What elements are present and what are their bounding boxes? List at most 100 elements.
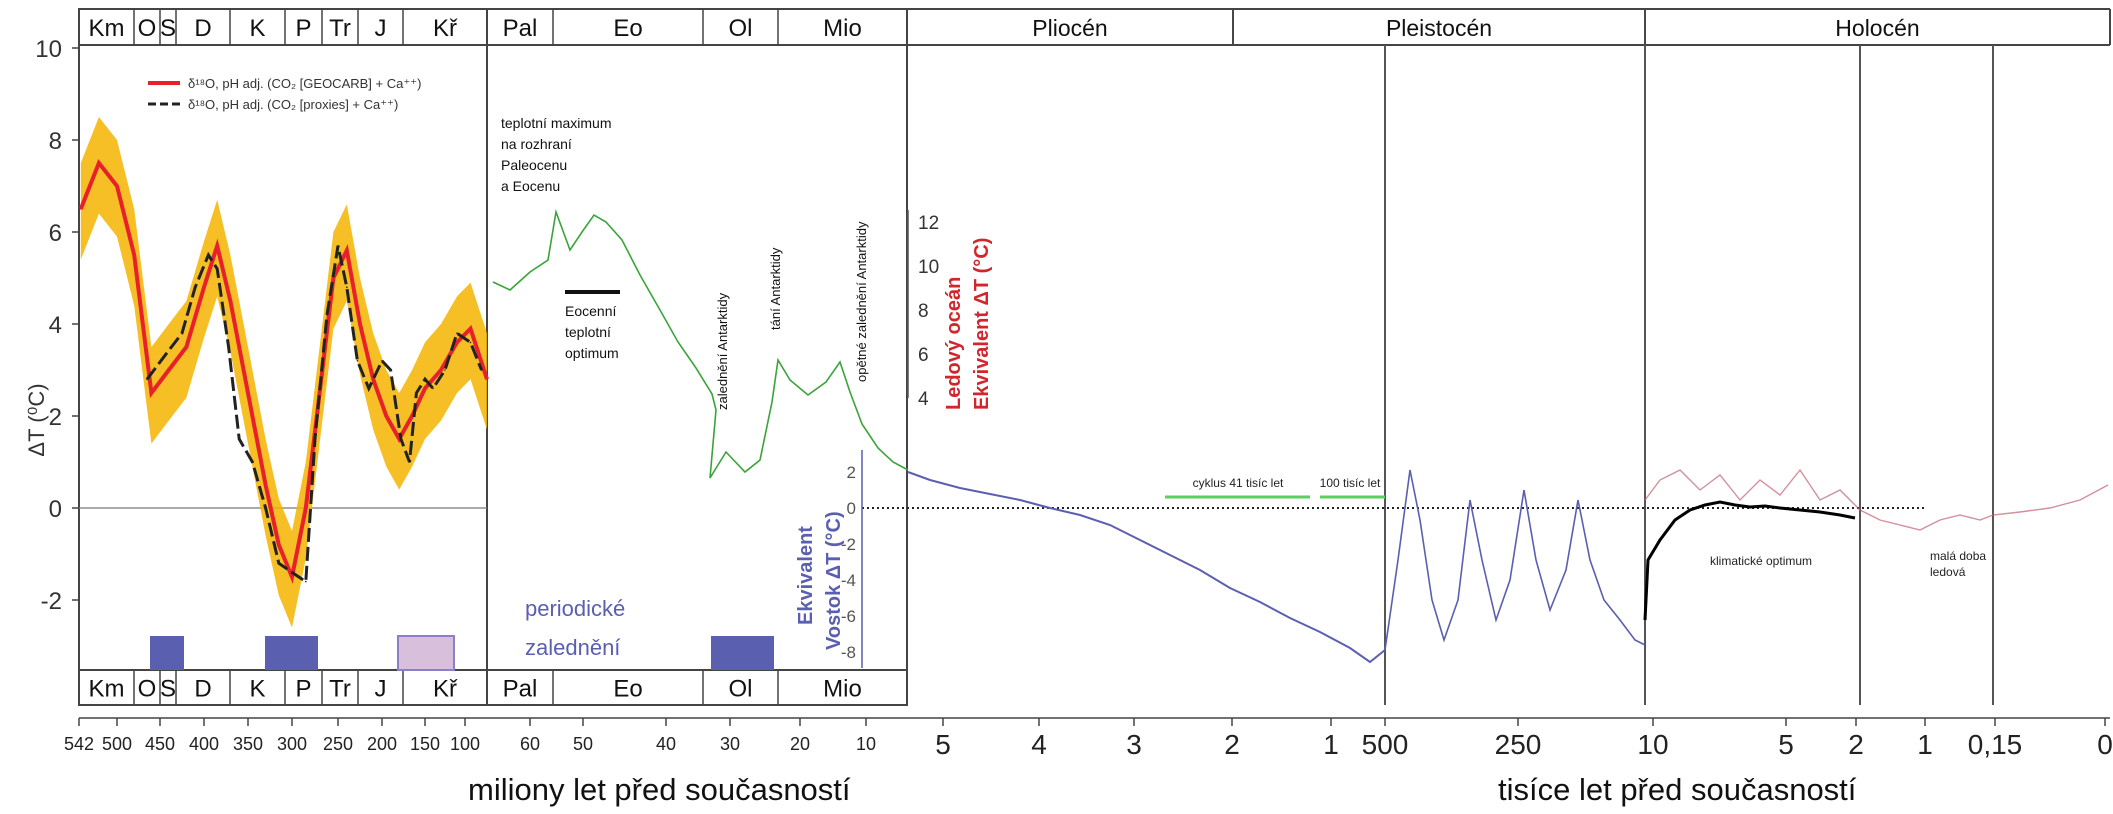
series-0-point-18 (359, 323, 361, 325)
epoch-top-label-1: Pleistocén (1386, 15, 1492, 41)
series-1-point-18 (368, 387, 370, 390)
series-0-point-1 (98, 162, 100, 164)
antarctic-melt-label: tání Antarktidy (768, 247, 783, 330)
series-1-point-25 (432, 387, 434, 390)
period-bottom-label-2: S (160, 676, 176, 703)
series-1-point-11 (291, 571, 293, 574)
y-tick-label-0: 10 (35, 36, 62, 63)
x-tick-label-ka-5: 1 (1917, 729, 1933, 760)
series-1-point-6 (227, 346, 230, 348)
series-0-point-11 (264, 484, 267, 486)
series-1-point-2 (181, 332, 183, 335)
series-0-point-4 (150, 392, 153, 394)
glaciation-blocks (150, 635, 774, 671)
epoch-top-label-2: Holocén (1835, 15, 1919, 41)
series-1-point-26 (444, 369, 446, 371)
series-1-point-17 (356, 360, 359, 362)
x-axis: 542 500 450 400 350 300 250 200 150 100 60 50 40 30 20… (64, 717, 2113, 760)
series-0-point-2 (116, 185, 118, 187)
vostok-tick-label-0: 2 (847, 463, 856, 482)
ocean-axis-label-line2: Ekvivalent ΔT (°C) (971, 238, 993, 410)
period-bottom-label-5: P (295, 676, 311, 703)
series-0-point-3 (133, 254, 135, 256)
pal-eo-max-line1: teplotní maximum (501, 115, 611, 131)
series-1-point-28 (469, 341, 472, 344)
x-tick-label-ma-4: 350 (233, 734, 263, 754)
x-tick-label-ma-20: 1 (1323, 729, 1339, 760)
pal-eo-max-line4: a Eocenu (501, 178, 560, 194)
series-0-point-5 (168, 369, 170, 371)
period-top-label-2: S (160, 15, 176, 42)
series-0-point-10 (247, 392, 249, 394)
ocean-axis: 12 10 8 6 4 (907, 210, 939, 410)
vostok-tick-label-2: -2 (841, 535, 856, 554)
series-0-point-12 (278, 544, 280, 546)
period-bottom-label-6: Tr (329, 676, 351, 703)
series-0-point-25 (456, 341, 458, 344)
x-tick-label-ma-7: 200 (367, 734, 397, 754)
x-tick-label-ka-4: 2 (1848, 729, 1864, 760)
glaciation-block-jurassic (397, 635, 455, 671)
legend: δ¹⁸O, pH adj. (CO₂ [GEOCARB] + Ca⁺⁺) δ¹⁸… (148, 76, 421, 112)
x-tick-label-ma-2: 450 (145, 734, 175, 754)
series-1-point-23 (415, 392, 418, 394)
period-ceno-bottom-label-1: Eo (613, 676, 642, 703)
series-0-point-17 (346, 249, 348, 252)
period-label-bands: Km O S D K P Tr J Kř Pal Eo Ol Mio Pliocén Pleistocén H… (89, 9, 1920, 705)
series-0-point-7 (203, 286, 205, 289)
pal-eo-maximum-annotation: teplotní maximum na rozhraní Paleocenu a… (501, 115, 611, 194)
series-1-point-19 (381, 360, 383, 362)
holocene-mean-curve (1643, 500, 1856, 621)
vostok-tick-label-1: 0 (847, 499, 856, 518)
x-tick-label-ma-19: 2 (1224, 729, 1240, 760)
eo-opt-line2: teplotní (565, 324, 611, 340)
series-1-point-14 (326, 314, 328, 316)
series-1-point-20 (389, 369, 392, 371)
period-bottom-label-7: J (375, 676, 387, 703)
vostok-tick-label-5: -8 (841, 643, 856, 662)
ocean-tick-label-1: 10 (918, 257, 939, 278)
series-0-point-23 (424, 387, 426, 390)
x-axis-title-left: miliony let před současností (468, 772, 851, 807)
y-tick-label-3: 4 (49, 312, 62, 339)
x-tick-label-ma-8: 150 (410, 734, 440, 754)
x-tick-label-ma-10: 60 (520, 734, 540, 754)
series-1-point-10 (278, 562, 280, 564)
legend-label-geocarb: δ¹⁸O, pH adj. (CO₂ [GEOCARB] + Ca⁺⁺) (188, 76, 421, 91)
x-tick-label-ma-11: 50 (573, 734, 593, 754)
eo-opt-line3: optimum (565, 345, 619, 361)
x-tick-label-ka-0: 500 (1362, 729, 1409, 760)
ocean-tick-label-0: 12 (918, 213, 939, 234)
cycle-41k-label: cyklus 41 tisíc let (1193, 476, 1284, 490)
holocene-noisy-curves (1644, 468, 2109, 531)
period-bottom-label-8: Kř (433, 676, 458, 703)
y-tick-label-4: 2 (49, 404, 62, 431)
periodic-glaciation-label: periodické zalednění (525, 596, 625, 660)
ocean-tick-label-3: 6 (918, 345, 929, 366)
period-ceno-top-label-2: Ol (729, 15, 753, 42)
series-1-point-29 (480, 369, 483, 371)
period-ceno-top-label-0: Pal (503, 15, 538, 42)
y-tick-label-5: 0 (49, 496, 62, 523)
period-top-label-0: Km (89, 15, 125, 42)
period-top-label-3: D (194, 15, 211, 42)
period-bottom-label-0: Km (89, 676, 125, 703)
series-1-point-7 (238, 438, 240, 440)
series-1-point-1 (163, 355, 166, 358)
x-tick-label-ma-16: 5 (935, 729, 951, 760)
period-ceno-bottom-label-2: Ol (729, 676, 753, 703)
period-ceno-top-label-1: Eo (613, 15, 642, 42)
x-tick-label-ka-1: 250 (1495, 729, 1542, 760)
series-1-point-4 (207, 254, 210, 256)
series-1-point-27 (456, 332, 458, 335)
x-tick-label-ma-18: 3 (1126, 729, 1142, 760)
period-bottom-label-3: D (194, 676, 211, 703)
cenozoic-ocean-curve (492, 208, 909, 479)
ocean-axis-label-line1: Ledový oceán (943, 277, 965, 410)
period-ceno-bottom-label-0: Pal (503, 676, 538, 703)
periodic-line1: periodické (525, 596, 625, 621)
antarctic-reglaciation-label: opětné zalednění Antarktidy (854, 221, 869, 382)
series-0-point-15 (318, 392, 321, 394)
series-0-point-6 (185, 346, 188, 348)
